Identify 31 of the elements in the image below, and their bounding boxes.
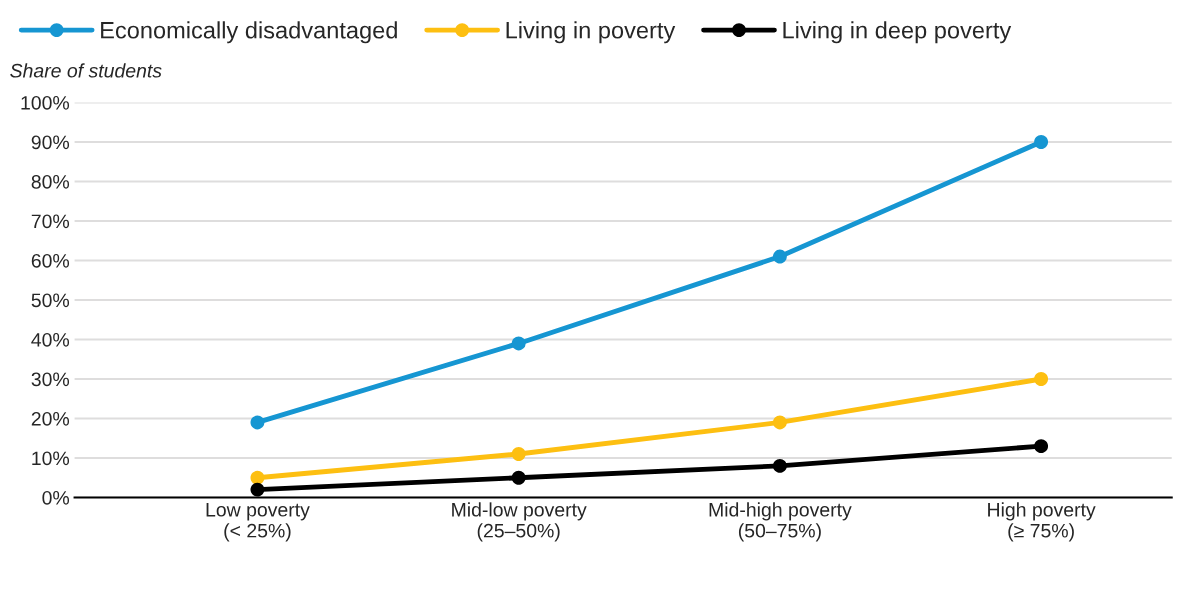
point (250, 470, 265, 485)
legend-label: Living in poverty (506, 21, 676, 44)
point (1034, 135, 1049, 149)
x-tick-label: Low poverty (< 25%) (206, 503, 310, 542)
y-tick-label: 100% (21, 95, 70, 110)
y-tick-label: 40% (31, 332, 70, 347)
point (250, 482, 265, 497)
point (772, 249, 787, 264)
y-tick-label: 60% (31, 253, 70, 268)
point (772, 415, 787, 430)
point (1034, 439, 1049, 454)
y-tick-label: 70% (31, 214, 70, 229)
y-tick-label: 20% (31, 411, 70, 426)
y-axis-title: Share of students (10, 63, 162, 78)
y-tick-label: 30% (31, 372, 70, 387)
point (1034, 372, 1049, 386)
point (511, 447, 526, 461)
y-tick-label: 50% (31, 293, 70, 308)
point (511, 470, 526, 485)
point (250, 415, 265, 430)
y-tick-label: 80% (31, 174, 70, 189)
legend-label: Living in deep poverty (783, 21, 1012, 44)
point (772, 458, 787, 473)
x-tick-label: High poverty (≥ 75%) (988, 502, 1096, 542)
point (511, 336, 526, 351)
y-tick-label: 0% (42, 490, 70, 505)
x-tick-label: Mid-high poverty (50–75%) (709, 502, 852, 542)
legend-label: Economically disadvantaged (101, 21, 397, 44)
y-tick-label: 10% (32, 451, 70, 466)
y-tick-label: 90% (31, 135, 70, 150)
x-tick-label: Mid-low poverty (25–50%) (452, 502, 587, 542)
